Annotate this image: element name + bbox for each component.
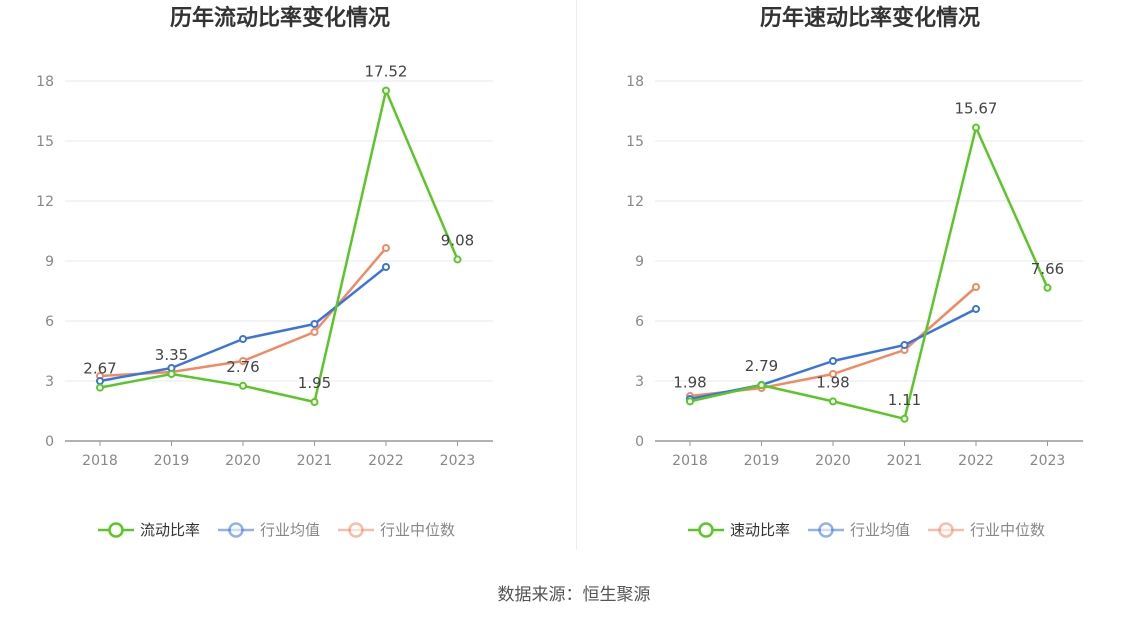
y-tick-label: 3 — [45, 374, 54, 390]
data-source-label: 数据来源：恒生聚源 — [497, 585, 651, 605]
data-point-avg — [382, 263, 390, 271]
data-point-company — [1043, 283, 1052, 292]
data-point-avg — [829, 357, 837, 365]
charts-canvas: 历年流动比率变化情况 0 3 6 9 12 15 18 2018 2019 2020 2021 2022… — [36, 5, 1083, 539]
data-point-company — [96, 383, 104, 392]
x-tick-label: 2021 — [297, 453, 333, 469]
data-label: 2.79 — [745, 357, 778, 375]
data-point-company — [757, 381, 766, 390]
data-label: 2.76 — [226, 358, 259, 376]
legend-marker-icon — [348, 522, 364, 538]
legend-label: 行业中位数 — [380, 521, 455, 539]
legend-item-median: 行业中位数 — [338, 521, 455, 539]
data-point-median — [310, 328, 319, 336]
legend-item-avg: 行业均值 — [808, 521, 910, 539]
legend-marker-icon — [108, 522, 124, 538]
data-label: 1.11 — [888, 391, 921, 409]
chart-divider — [576, 0, 577, 550]
data-point-median — [239, 357, 247, 365]
data-point-company — [686, 397, 694, 406]
data-label: 9.08 — [441, 231, 474, 249]
data-label: 7.66 — [1031, 260, 1064, 278]
data-label: 1.98 — [816, 373, 849, 391]
x-tick-label: 2020 — [815, 453, 851, 469]
x-tick-label: 2023 — [440, 453, 476, 469]
chart-title: 历年速动比率变化情况 — [760, 5, 980, 31]
data-point-company — [239, 381, 247, 390]
data-label: 1.95 — [298, 374, 331, 392]
data-label: 15.67 — [955, 100, 998, 118]
legend-label: 行业中位数 — [970, 521, 1045, 539]
data-point-company — [900, 414, 909, 423]
data-point-company — [829, 397, 837, 406]
x-tick-label: 2019 — [154, 453, 190, 469]
y-tick-label: 3 — [635, 374, 644, 390]
series-line-company — [99, 89, 459, 404]
legend-label: 行业均值 — [260, 521, 320, 539]
y-tick-label: 6 — [45, 314, 54, 330]
x-tick-label: 2018 — [672, 453, 708, 469]
x-tick-label: 2020 — [225, 453, 261, 469]
y-tick-label: 12 — [626, 194, 644, 210]
data-label: 17.52 — [365, 63, 408, 81]
legend-marker-icon — [698, 522, 714, 538]
data-label: 2.67 — [83, 360, 116, 378]
y-tick-label: 12 — [36, 194, 54, 210]
legend: 流动比率 行业均值 行业中位数 — [98, 521, 455, 539]
y-tick-label: 9 — [635, 254, 644, 270]
legend-item-avg: 行业均值 — [218, 521, 320, 539]
legend: 速动比率 行业均值 行业中位数 — [688, 521, 1045, 539]
y-tick-label: 0 — [45, 434, 54, 450]
legend-marker-icon — [938, 522, 954, 538]
y-tick-label: 18 — [626, 74, 644, 90]
y-tick-label: 15 — [36, 134, 54, 150]
data-point-avg — [972, 305, 980, 313]
chart-panel-1: 历年流动比率变化情况 0 3 6 9 12 15 18 2018 2019 2020 2021 2022… — [36, 5, 493, 539]
data-point-company — [453, 255, 462, 264]
data-label: 1.98 — [673, 373, 706, 391]
data-point-median — [972, 283, 980, 291]
data-point-company — [167, 370, 176, 378]
series-line-company — [689, 126, 1049, 421]
x-tick-label: 2023 — [1030, 453, 1066, 469]
chart-title: 历年流动比率变化情况 — [170, 5, 390, 31]
y-tick-label: 9 — [45, 254, 54, 270]
data-point-median — [829, 370, 837, 378]
data-point-avg — [96, 377, 104, 385]
chart-panel-2: 历年速动比率变化情况 0 3 6 9 12 15 18 2018 2019 2020 2021 2022… — [626, 5, 1083, 539]
x-tick-label: 2021 — [887, 453, 923, 469]
data-point-company — [310, 398, 319, 406]
legend-label: 行业均值 — [850, 521, 910, 539]
series-line-median — [99, 247, 387, 378]
data-point-company — [382, 86, 390, 95]
y-tick-label: 0 — [635, 434, 644, 450]
y-tick-label: 18 — [36, 74, 54, 90]
x-tick-label: 2022 — [368, 453, 404, 469]
x-tick-label: 2022 — [958, 453, 994, 469]
y-tick-label: 6 — [635, 314, 644, 330]
legend-label: 流动比率 — [140, 521, 200, 539]
x-tick-label: 2018 — [82, 453, 118, 469]
legend-item-median: 行业中位数 — [928, 521, 1045, 539]
legend-item-company: 流动比率 — [98, 521, 200, 539]
data-point-company — [972, 123, 980, 132]
data-point-median — [382, 244, 390, 252]
legend-marker-icon — [228, 522, 244, 538]
x-tick-label: 2019 — [744, 453, 780, 469]
data-point-avg — [900, 341, 909, 349]
data-point-avg — [310, 320, 319, 328]
y-tick-label: 15 — [626, 134, 644, 150]
legend-label: 速动比率 — [730, 521, 790, 539]
legend-item-company: 速动比率 — [688, 521, 790, 539]
legend-marker-icon — [818, 522, 834, 538]
data-label: 3.35 — [155, 346, 188, 364]
data-point-avg — [239, 335, 247, 343]
